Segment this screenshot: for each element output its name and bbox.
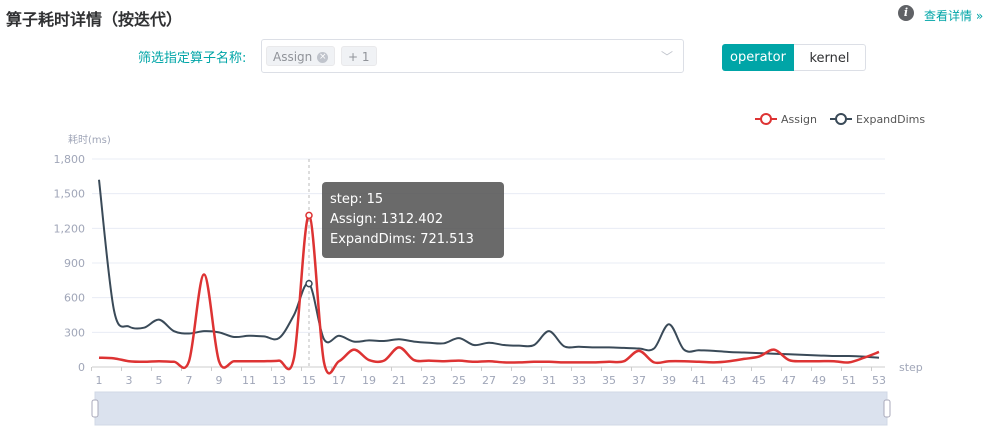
data-point-assign — [305, 211, 313, 220]
x-tick-label: 45 — [752, 374, 766, 387]
series-line-expanddims — [98, 179, 880, 359]
y-tick-label: 900 — [64, 257, 85, 270]
x-tick-label: 49 — [812, 374, 826, 387]
x-tick-label: 13 — [272, 374, 286, 387]
series-line-assign — [98, 214, 880, 375]
y-tick-label: 1,800 — [54, 153, 86, 166]
x-tick-label: 1 — [96, 374, 103, 387]
toggle-operator[interactable]: operator — [722, 44, 794, 71]
page-title: 算子耗时详情（按迭代） — [6, 10, 183, 29]
x-tick-label: 51 — [842, 374, 856, 387]
y-tick-label: 600 — [64, 292, 85, 305]
y-tick-label: 300 — [64, 326, 85, 339]
chart-tooltip: step: 15 Assign: 1312.402 ExpandDims: 72… — [322, 182, 504, 258]
x-tick-label: 31 — [542, 374, 556, 387]
y-tick-label: 0 — [78, 361, 85, 374]
operator-select[interactable]: Assign × + 1 ﹀ — [261, 39, 684, 73]
legend-marker-expanddims — [835, 113, 847, 125]
datazoom-slider[interactable] — [94, 391, 888, 426]
x-tick-label: 9 — [216, 374, 223, 387]
x-tick-label: 37 — [632, 374, 646, 387]
y-tick-label: 1,200 — [54, 222, 86, 235]
x-tick-label: 7 — [186, 374, 193, 387]
y-axis-label: 耗时(ms) — [68, 134, 111, 146]
view-details-link[interactable]: 查看详情 » — [924, 9, 984, 23]
x-axis-label: step — [899, 361, 923, 374]
x-tick-label: 33 — [572, 374, 586, 387]
tag-more: + 1 — [341, 46, 377, 66]
close-icon[interactable]: × — [317, 52, 329, 63]
x-tick-label: 19 — [362, 374, 376, 387]
x-tick-label: 43 — [722, 374, 736, 387]
x-tick-label: 15 — [302, 374, 316, 387]
toggle-kernel[interactable]: kernel — [794, 44, 866, 71]
x-tick-label: 47 — [782, 374, 796, 387]
y-tick-label: 1,500 — [54, 188, 86, 201]
x-tick-label: 39 — [662, 374, 676, 387]
x-tick-label: 5 — [156, 374, 163, 387]
x-tick-label: 25 — [452, 374, 466, 387]
x-tick-label: 29 — [512, 374, 526, 387]
data-point-expanddims — [305, 279, 313, 288]
chevron-down-icon[interactable]: ﹀ — [660, 50, 673, 64]
legend-label: Assign — [781, 113, 817, 126]
x-tick-label: 35 — [602, 374, 616, 387]
x-tick-label: 21 — [392, 374, 406, 387]
legend-marker-assign — [760, 113, 772, 125]
info-icon[interactable]: i — [898, 5, 914, 21]
x-tick-label: 11 — [242, 374, 256, 387]
x-tick-label: 27 — [482, 374, 496, 387]
legend-label: ExpandDims — [856, 113, 925, 126]
x-tick-label: 41 — [692, 374, 706, 387]
datazoom-handle[interactable] — [91, 399, 99, 418]
x-tick-label: 17 — [332, 374, 346, 387]
x-tick-label: 53 — [872, 374, 886, 387]
x-tick-label: 23 — [422, 374, 436, 387]
x-tick-label: 3 — [126, 374, 133, 387]
filter-label: 筛选指定算子名称: — [138, 51, 247, 66]
datazoom-handle[interactable] — [883, 399, 891, 418]
tag-assign: Assign × — [266, 46, 336, 66]
